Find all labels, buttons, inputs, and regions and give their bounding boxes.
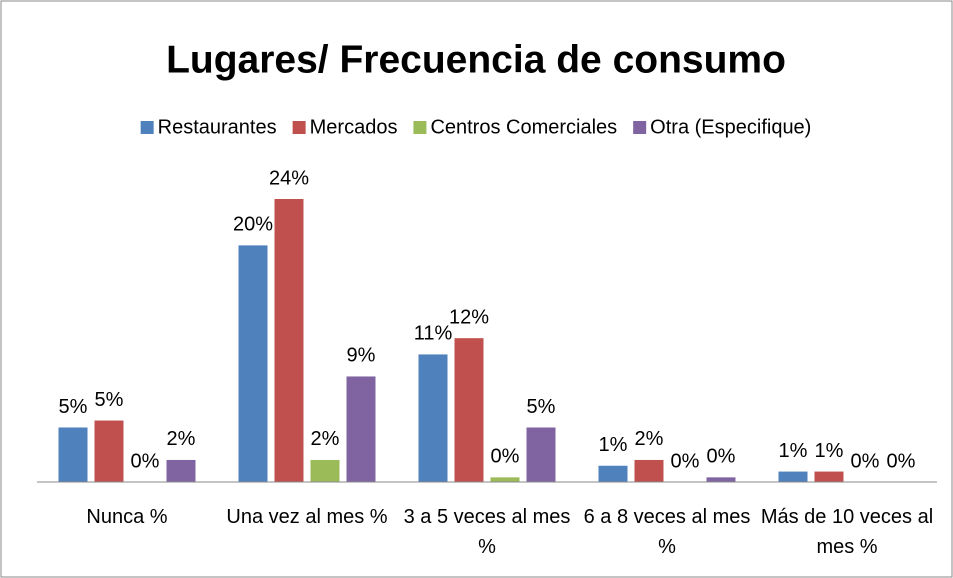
data-label: 9% — [347, 345, 376, 367]
data-label: 0% — [887, 450, 916, 472]
legend-label: Centros Comerciales — [430, 116, 617, 138]
x-tick-label: 3 a 5 veces al mes % — [403, 506, 571, 558]
x-tick-label: 6 a 8 veces al mes % — [583, 506, 751, 558]
bar — [274, 199, 304, 482]
data-label: 1% — [599, 434, 628, 456]
bar — [526, 427, 556, 482]
legend-swatch — [413, 121, 427, 134]
category-label: 3 a 5 veces al mes % — [403, 506, 571, 558]
bar — [310, 459, 340, 482]
category-label: 6 a 8 veces al mes % — [583, 506, 751, 558]
category-label: Una vez al mes % — [226, 506, 388, 528]
legend: Restaurantes Mercados Centros Comerciales O… — [140, 116, 811, 138]
data-label: 1% — [815, 440, 844, 462]
data-label: 5% — [59, 396, 88, 418]
legend-swatch — [140, 121, 154, 134]
legend-swatch — [292, 121, 306, 134]
data-label: 0% — [851, 450, 880, 472]
bar — [814, 471, 844, 482]
x-tick-label: Más de 10 veces al mes % — [760, 506, 934, 558]
category-label: Más de 10 veces al mes % — [760, 506, 934, 558]
data-label: 1% — [779, 440, 808, 462]
data-label: 11% — [414, 323, 453, 345]
x-tick-label: Nunca % — [86, 506, 168, 528]
chart-title: Lugares/ Frecuencia de consumo — [166, 38, 786, 81]
data-label: 0% — [671, 450, 700, 472]
bar — [598, 465, 628, 482]
legend-label: Restaurantes — [158, 116, 277, 138]
data-label: 20% — [233, 214, 273, 236]
bar — [706, 477, 736, 482]
data-label: 2% — [635, 428, 664, 450]
bar — [778, 471, 808, 482]
data-label: 2% — [311, 428, 340, 450]
bar — [58, 427, 88, 482]
bar — [454, 338, 484, 482]
data-label: 2% — [167, 428, 196, 450]
legend-label: Mercados — [310, 116, 398, 138]
data-label: 12% — [449, 306, 489, 328]
bar — [238, 245, 268, 482]
bar — [346, 376, 376, 482]
x-tick-label: Una vez al mes % — [226, 506, 388, 528]
data-label: 0% — [707, 446, 736, 468]
bar — [490, 477, 520, 482]
data-label: 0% — [491, 446, 520, 468]
bar — [418, 354, 448, 482]
legend-swatch — [633, 121, 647, 134]
category-label: Nunca % — [86, 506, 168, 528]
data-label: 5% — [95, 389, 124, 411]
legend-label: Otra (Especifique) — [650, 116, 811, 138]
bar — [166, 459, 196, 482]
bar — [634, 459, 664, 482]
data-label: 0% — [131, 450, 160, 472]
data-label: 5% — [527, 396, 556, 418]
bar — [94, 420, 124, 482]
data-label: 24% — [269, 167, 309, 189]
